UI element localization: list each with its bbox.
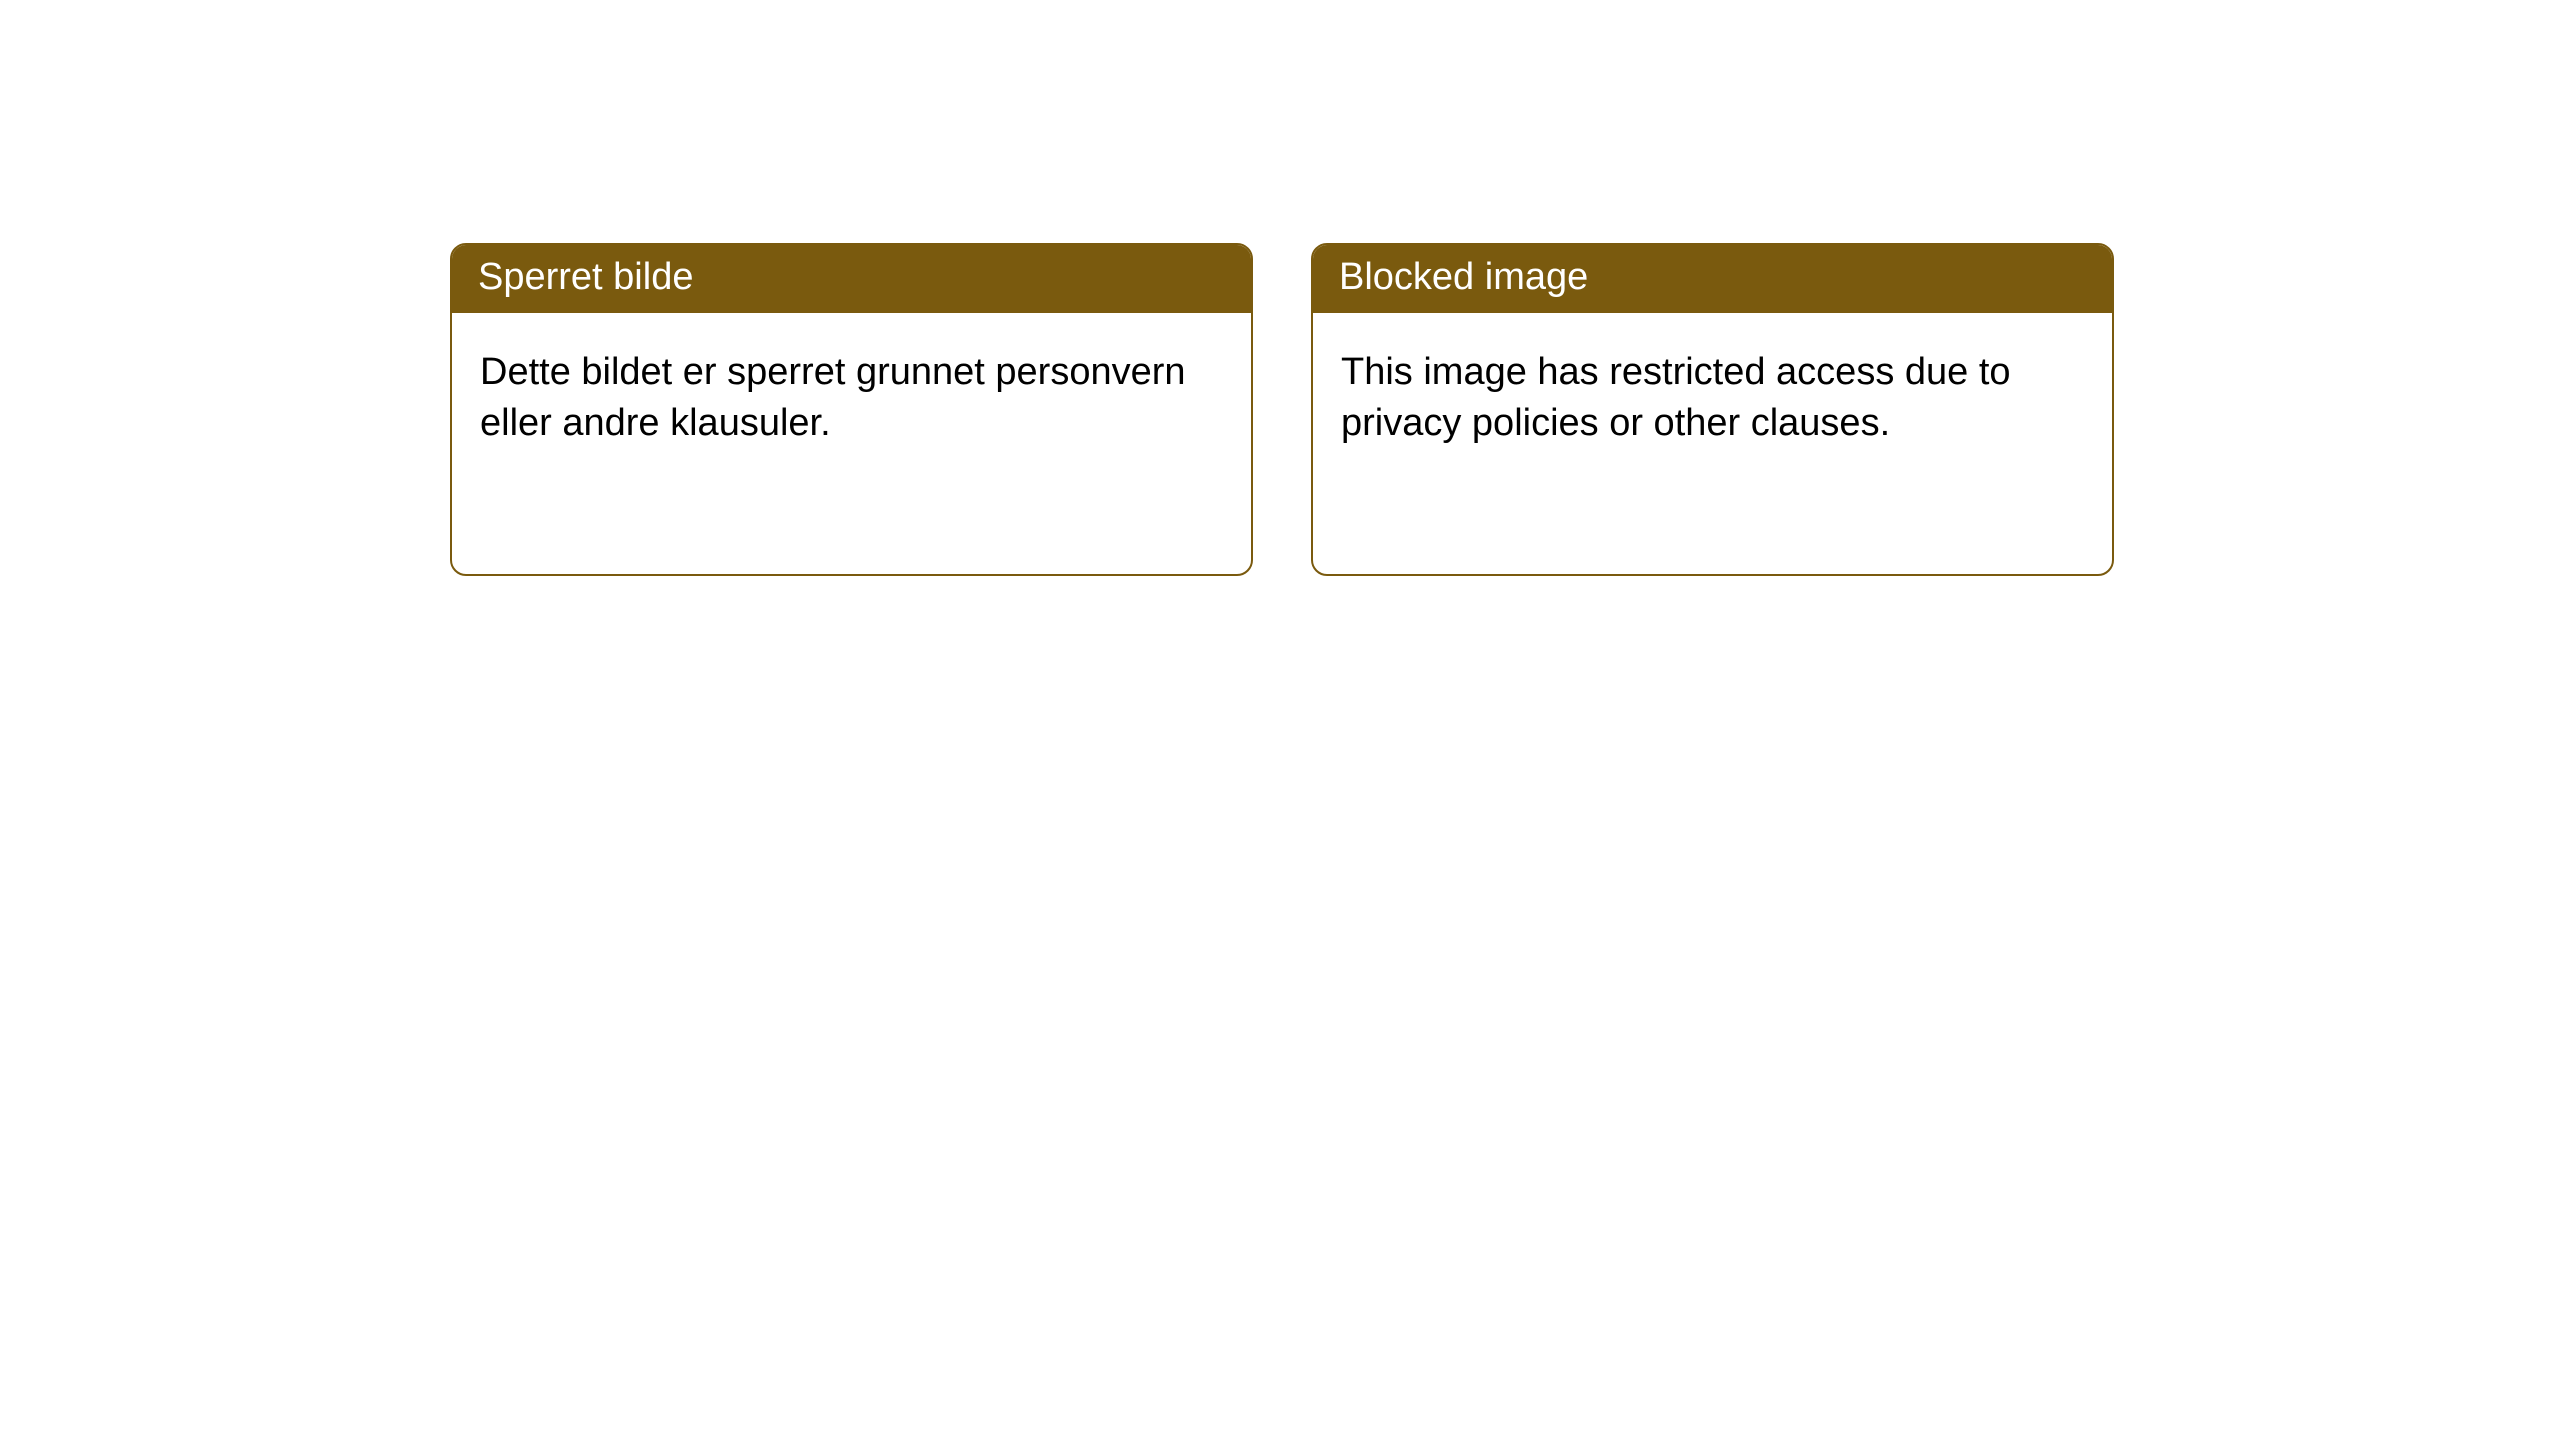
card-body: Dette bildet er sperret grunnet personve… (452, 313, 1251, 484)
card-title: Blocked image (1339, 256, 1588, 298)
card-body: This image has restricted access due to … (1313, 313, 2112, 484)
card-header: Sperret bilde (452, 245, 1251, 313)
notice-container: Sperret bilde Dette bildet er sperret gr… (0, 0, 2560, 576)
notice-card-norwegian: Sperret bilde Dette bildet er sperret gr… (450, 243, 1253, 576)
card-title: Sperret bilde (478, 256, 693, 298)
card-body-text: Dette bildet er sperret grunnet personve… (480, 351, 1186, 444)
card-body-text: This image has restricted access due to … (1341, 351, 2011, 444)
notice-card-english: Blocked image This image has restricted … (1311, 243, 2114, 576)
card-header: Blocked image (1313, 245, 2112, 313)
